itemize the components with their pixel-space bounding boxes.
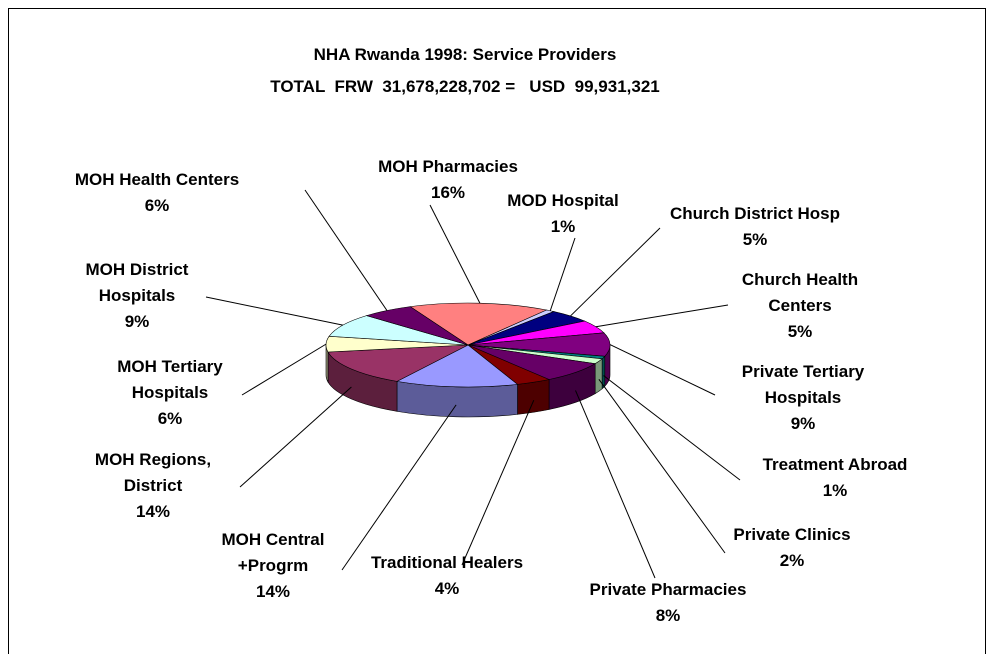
slice-label: MOH Regions, District 14% xyxy=(78,447,228,525)
category-label: MOD Hospital xyxy=(507,191,619,210)
chart-subtitle: TOTAL FRW 31,678,228,702 = USD 99,931,32… xyxy=(270,77,660,96)
leader-line xyxy=(304,189,388,311)
value-label: 4% xyxy=(434,579,460,598)
slice-label: Private Tertiary Hospitals 9% xyxy=(721,359,886,437)
leader-line xyxy=(609,344,716,396)
leader-line xyxy=(239,386,352,488)
category-label: MOH Health Centers xyxy=(74,170,240,189)
slice xyxy=(327,344,469,382)
category-label: Private Pharmacies xyxy=(589,580,747,599)
slice xyxy=(328,315,469,346)
leader-line xyxy=(570,227,661,317)
slice xyxy=(409,302,548,346)
value-label: 1% xyxy=(822,481,848,500)
value-label: 9% xyxy=(124,312,150,331)
category-label: Church District Hosp xyxy=(669,204,841,223)
value-label: 2% xyxy=(779,551,805,570)
value-label: 5% xyxy=(742,230,768,249)
value-label: 8% xyxy=(655,606,681,625)
category-label: MOH Pharmacies xyxy=(378,157,518,176)
category-label: Private Tertiary Hospitals xyxy=(741,362,865,407)
leader-line xyxy=(603,375,741,481)
category-label: MOH Tertiary Hospitals xyxy=(117,357,223,402)
slice xyxy=(396,344,519,388)
category-label: MOH District Hospitals xyxy=(85,260,189,305)
slice-side xyxy=(517,379,550,415)
category-label: Private Clinics xyxy=(733,525,851,544)
leader-line xyxy=(341,404,457,571)
slice-label: Church District Hosp 5% xyxy=(670,201,840,253)
category-label: Treatment Abroad xyxy=(762,455,908,474)
slice-label: MOH Health Centers 6% xyxy=(75,167,239,219)
leader-line xyxy=(575,390,656,579)
leader-line xyxy=(595,304,729,328)
value-label: 6% xyxy=(144,196,170,215)
value-label: 14% xyxy=(135,502,171,521)
slice-label: MOH Central +Progrm 14% xyxy=(213,527,333,605)
slice-label: Church Health Centers 5% xyxy=(730,267,870,345)
slice-side xyxy=(594,358,603,395)
value-label: 9% xyxy=(790,414,816,433)
slice-label: Traditional Healers 4% xyxy=(371,550,523,602)
category-label: Traditional Healers xyxy=(370,553,524,572)
slice-label: Private Clinics 2% xyxy=(733,522,850,574)
value-label: 1% xyxy=(550,217,576,236)
leader-line xyxy=(205,296,343,326)
slice-label: Treatment Abroad 1% xyxy=(763,452,908,504)
leader-line xyxy=(241,343,327,396)
leader-line xyxy=(598,378,726,554)
slice-label: MOH District Hospitals 9% xyxy=(72,257,202,335)
value-label: 6% xyxy=(157,409,183,428)
slice xyxy=(467,332,611,357)
slice-label: Private Pharmacies 8% xyxy=(590,577,747,629)
value-label: 14% xyxy=(255,582,291,601)
slice-label: MOD Hospital 1% xyxy=(507,188,618,240)
value-label: 5% xyxy=(787,322,813,341)
category-label: Church Health Centers xyxy=(741,270,859,315)
chart-title: NHA Rwanda 1998: Service Providers xyxy=(313,45,617,64)
category-label: MOH Central +Progrm xyxy=(221,530,325,575)
frame xyxy=(8,8,986,654)
leader-line xyxy=(429,204,481,304)
category-label: MOH Regions, District xyxy=(94,450,212,495)
slice-label: MOH Tertiary Hospitals 6% xyxy=(100,354,240,432)
value-label: 16% xyxy=(430,183,466,202)
leader-line xyxy=(549,237,576,311)
slice-label: MOH Pharmacies 16% xyxy=(378,154,518,206)
leader-line xyxy=(461,400,535,566)
